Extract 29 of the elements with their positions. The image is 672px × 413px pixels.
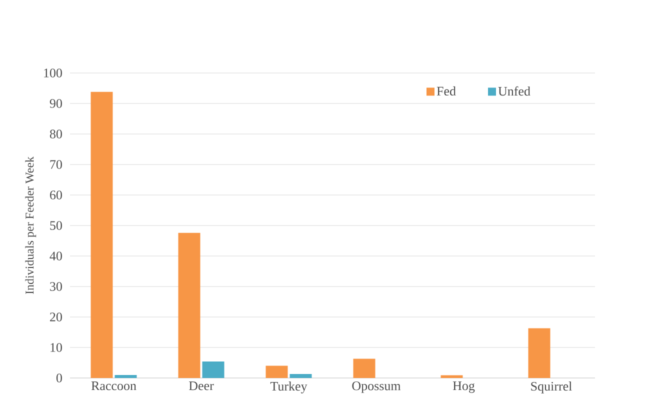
x-tick-label: Squirrel [531, 382, 572, 394]
y-tick-label: 90 [50, 99, 62, 108]
y-axis-title: Individuals per Feeder Week [25, 156, 36, 294]
x-tick-label: Raccoon [91, 382, 136, 390]
bar [266, 366, 288, 378]
bar [353, 358, 376, 378]
y-tick-label: 40 [50, 252, 62, 260]
x-tick-label: Hog [452, 382, 475, 393]
y-tick-label: 100 [44, 68, 62, 78]
legend-label: Fed [436, 86, 456, 96]
y-tick-label: 30 [50, 282, 62, 291]
y-tick-label: 10 [50, 343, 62, 352]
bar [202, 362, 224, 378]
x-tick-label: Deer [189, 382, 214, 390]
y-tick-label: 20 [50, 312, 62, 322]
bar [528, 328, 550, 378]
bar [90, 92, 113, 378]
bar [290, 374, 312, 378]
y-tick-label: 80 [50, 130, 62, 138]
y-tick-label: 50 [50, 221, 62, 230]
y-tick-label: 70 [50, 160, 62, 169]
x-tick-label: Turkey [270, 382, 308, 394]
bar [114, 374, 137, 378]
bar [440, 375, 463, 378]
legend-label: Unfed [498, 86, 530, 96]
x-tick-label: Opossum [352, 382, 401, 393]
bar [178, 232, 200, 378]
y-tick-label: 0 [56, 374, 62, 382]
y-tick-label: 60 [50, 190, 62, 200]
